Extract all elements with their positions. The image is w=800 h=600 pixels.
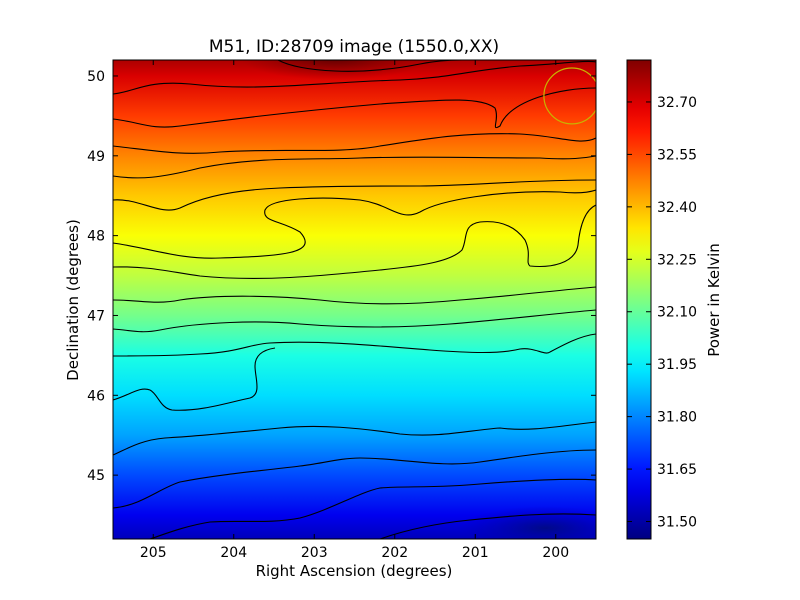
- x-tick-label: 200: [542, 545, 569, 561]
- x-tick-label: 203: [301, 545, 328, 561]
- cold-spot: [460, 506, 596, 539]
- colorbar-tick-label: 32.25: [657, 252, 697, 268]
- contour-line: [113, 421, 596, 456]
- colorbar-tick-label: 31.95: [657, 357, 697, 373]
- colorbar-ticks: 31.50 31.65 31.80 31.95 32.10 32.25 32.40 32.55…: [627, 95, 697, 531]
- x-tick-label: 205: [140, 545, 167, 561]
- y-axis-label: Declination (degrees): [64, 219, 82, 381]
- y-tick-label: 50: [87, 69, 105, 85]
- contour-line: [113, 333, 596, 357]
- contour-line: [113, 286, 596, 305]
- contour-lines: [113, 60, 596, 539]
- colorbar-gradient: [627, 60, 651, 539]
- colorbar-tick-label: 31.50: [657, 515, 697, 531]
- colorbar-tick-label: 31.80: [657, 410, 697, 426]
- chart-title: M51, ID:28709 image (1550.0,XX): [209, 37, 499, 57]
- plot-frame: [112, 59, 597, 540]
- contour-line: [113, 60, 596, 95]
- colorbar-frame: [626, 59, 652, 540]
- contour-line: [113, 179, 596, 211]
- contour-line: [379, 513, 596, 539]
- y-axis-ticks: 45 46 47 48 49 50: [87, 69, 596, 484]
- contour-line: [113, 155, 596, 179]
- colorbar-label: Power in Kelvin: [705, 243, 723, 357]
- x-axis-ticks: 205 204 203 202 201 200: [140, 60, 569, 561]
- colorbar-tick-label: 32.70: [657, 95, 697, 111]
- contour-line: [113, 449, 596, 509]
- contour-line: [113, 87, 596, 128]
- x-axis-label: Right Ascension (degrees): [256, 562, 453, 580]
- colorbar-tick-label: 32.10: [657, 305, 697, 321]
- y-tick-label: 45: [87, 468, 105, 484]
- colorbar-tick-label: 32.40: [657, 200, 697, 216]
- hot-spot: [240, 60, 430, 80]
- contour-line: [113, 347, 276, 411]
- contour-line: [113, 309, 596, 333]
- x-tick-label: 201: [462, 545, 489, 561]
- contour-line: [149, 478, 596, 539]
- y-tick-label: 46: [87, 388, 105, 404]
- contour-line: [113, 133, 596, 154]
- colorbar: 31.50 31.65 31.80 31.95 32.10 32.25 32.40 32.55…: [626, 59, 697, 540]
- y-tick-label: 47: [87, 308, 105, 324]
- y-tick-label: 48: [87, 229, 105, 245]
- beam-marker: [543, 67, 596, 125]
- contour-line: [113, 204, 596, 280]
- heatmap-field: [113, 60, 596, 539]
- plot-area: 205 204 203 202 201 200 45 46 47 48 49 50: [87, 59, 597, 561]
- x-tick-label: 204: [220, 545, 247, 561]
- y-tick-label: 49: [87, 149, 105, 165]
- contour-line: [113, 189, 596, 259]
- x-tick-label: 202: [381, 545, 408, 561]
- colorbar-tick-label: 32.55: [657, 147, 697, 163]
- colorbar-tick-label: 31.65: [657, 462, 697, 478]
